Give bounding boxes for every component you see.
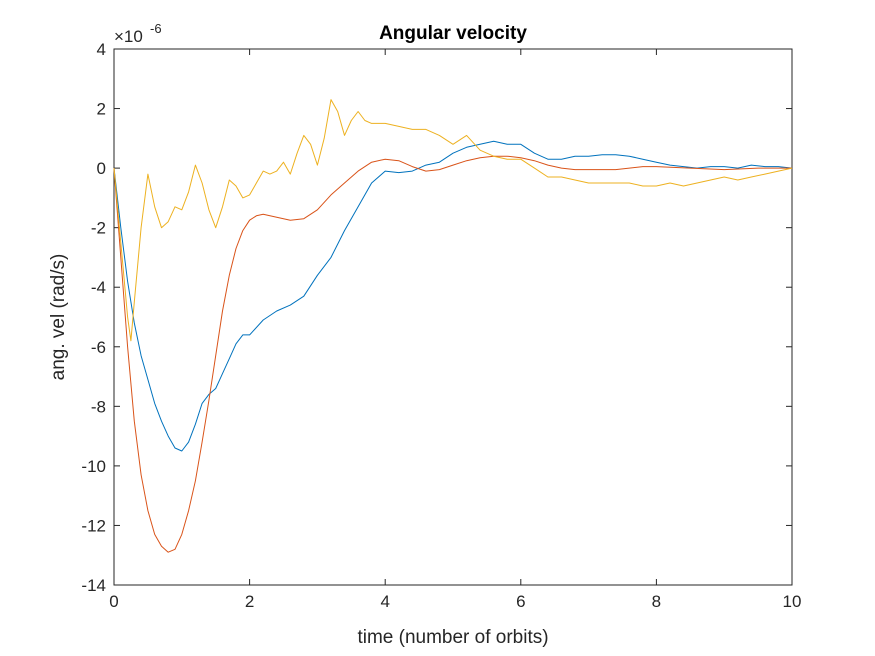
y-tick-label: -10 [81,457,106,476]
x-tick-label: 4 [380,592,389,611]
series-line-3 [113,99,793,342]
y-tick-label: -4 [91,278,106,297]
x-axis-label: time (number of orbits) [357,627,548,648]
y-tick-label: 4 [97,40,106,59]
y-axis-label: ang. vel (rad/s) [48,254,69,381]
x-tick-label: 10 [783,592,802,611]
x-tick-label: 6 [516,592,525,611]
y-axis-exponent-label: ×10 [114,27,143,46]
plot-area [113,48,793,586]
y-tick-label: -6 [91,338,106,357]
y-tick-label: -14 [81,576,106,595]
y-tick-label: 2 [97,100,106,119]
y-tick-label: 0 [97,159,106,178]
y-tick-label: -2 [91,219,106,238]
x-tick-label: 8 [652,592,661,611]
x-tick-label: 2 [245,592,254,611]
series-lines [113,99,793,553]
y-axis-exponent-power: -6 [150,21,162,36]
y-tick-label: -12 [81,516,106,535]
x-tick-label: 0 [109,592,118,611]
axis-ticks: 0 2 4 6 8 10 4 2 0 -2 -4 -6 -8 -10 -12 -14 [81,40,801,611]
series-line-2 [113,155,792,553]
y-tick-label: -8 [91,397,106,416]
series-line-1 [113,140,793,452]
chart-title: Angular velocity [379,23,527,44]
